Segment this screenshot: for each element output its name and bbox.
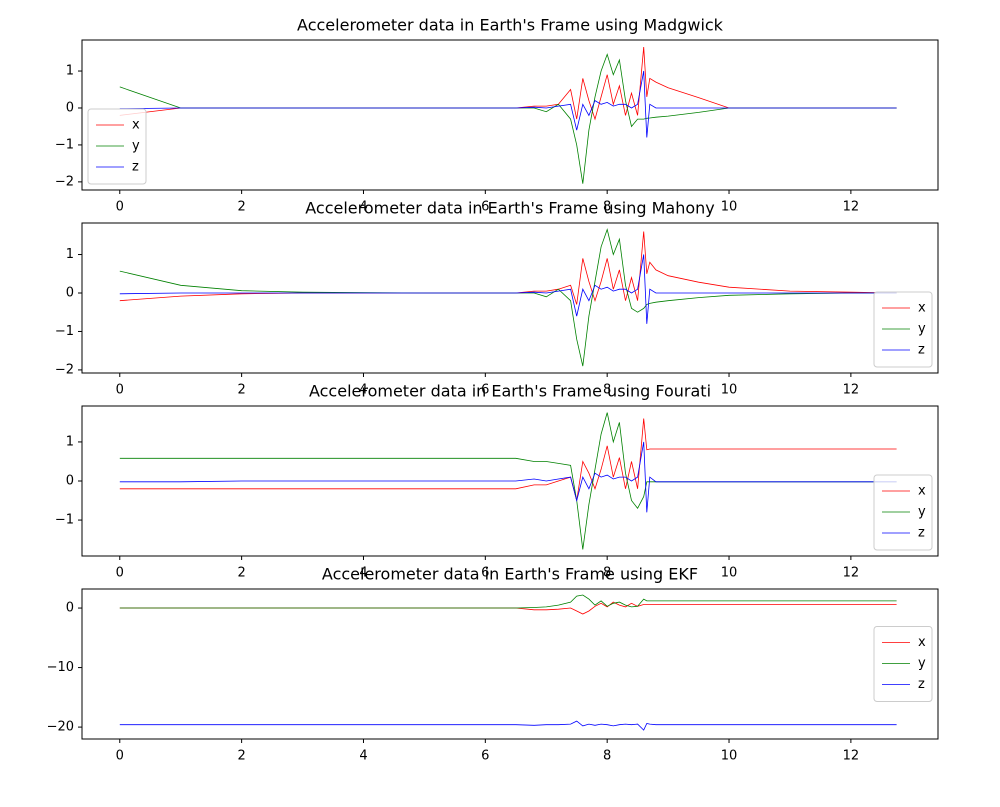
y-tick-label: −1 xyxy=(55,137,74,152)
legend-label: y xyxy=(918,505,926,520)
legend-label: x xyxy=(918,484,926,499)
x-tick-label: 8 xyxy=(603,566,611,581)
x-tick-label: 12 xyxy=(843,566,860,581)
x-tick-label: 12 xyxy=(843,383,860,398)
chart-title: Accelerometer data in Earth's Frame usin… xyxy=(309,382,711,401)
x-tick-label: 6 xyxy=(481,749,489,764)
legend-label: y xyxy=(918,322,926,337)
axes-frame xyxy=(81,588,939,740)
series-line xyxy=(119,418,897,501)
x-tick-label: 0 xyxy=(116,383,124,398)
y-tick-label: 0 xyxy=(66,474,74,489)
axes-frame xyxy=(81,39,939,191)
chart-title: Accelerometer data in Earth's Frame usin… xyxy=(322,565,698,584)
legend-label: y xyxy=(918,656,926,671)
series-line xyxy=(119,720,897,731)
legend-label: z xyxy=(918,343,925,358)
y-tick-label: −2 xyxy=(55,174,74,189)
y-tick-label: −2 xyxy=(55,362,74,377)
legend-label: z xyxy=(918,677,925,692)
x-tick-label: 0 xyxy=(116,566,124,581)
x-tick-label: 6 xyxy=(481,200,489,215)
y-tick-label: −20 xyxy=(47,720,74,735)
y-tick-label: 0 xyxy=(66,286,74,301)
legend-label: x xyxy=(132,118,140,133)
x-tick-label: 2 xyxy=(237,200,245,215)
y-tick-label: −1 xyxy=(55,513,74,528)
legend-box xyxy=(873,626,933,702)
legend-label: y xyxy=(132,139,140,154)
x-tick-label: 10 xyxy=(721,749,738,764)
series-line xyxy=(119,594,897,609)
x-tick-label: 4 xyxy=(359,566,367,581)
x-tick-label: 4 xyxy=(359,383,367,398)
x-tick-label: 2 xyxy=(237,383,245,398)
series-line xyxy=(119,70,897,138)
legend-box xyxy=(873,291,933,368)
x-tick-label: 2 xyxy=(237,749,245,764)
x-tick-label: 10 xyxy=(721,200,738,215)
y-tick-label: 1 xyxy=(66,64,74,79)
x-tick-label: 10 xyxy=(721,383,738,398)
x-tick-label: 10 xyxy=(721,566,738,581)
legend-label: z xyxy=(918,526,925,541)
legend-box xyxy=(873,474,933,551)
y-tick-label: 1 xyxy=(66,247,74,262)
y-tick-label: 0 xyxy=(66,100,74,115)
x-tick-label: 8 xyxy=(603,749,611,764)
series-line xyxy=(119,441,897,513)
x-tick-label: 0 xyxy=(116,200,124,215)
y-tick-label: 0 xyxy=(66,601,74,616)
y-tick-label: −10 xyxy=(47,660,74,675)
x-tick-label: 8 xyxy=(603,383,611,398)
x-tick-label: 6 xyxy=(481,383,489,398)
legend-label: z xyxy=(132,160,139,175)
legend-label: x xyxy=(918,301,926,316)
x-tick-label: 12 xyxy=(843,749,860,764)
x-tick-label: 8 xyxy=(603,200,611,215)
x-tick-label: 4 xyxy=(359,749,367,764)
x-tick-label: 0 xyxy=(116,749,124,764)
y-tick-label: 1 xyxy=(66,434,74,449)
y-tick-label: −1 xyxy=(55,324,74,339)
chart-title: Accelerometer data in Earth's Frame usin… xyxy=(305,199,715,218)
x-tick-label: 4 xyxy=(359,200,367,215)
axes-frame xyxy=(81,222,939,374)
series-line xyxy=(119,254,897,324)
legend-box xyxy=(87,108,147,185)
x-tick-label: 2 xyxy=(237,566,245,581)
chart-title: Accelerometer data in Earth's Frame usin… xyxy=(297,16,724,35)
x-tick-label: 6 xyxy=(481,566,489,581)
x-tick-label: 12 xyxy=(843,200,860,215)
legend-label: x xyxy=(918,635,926,650)
